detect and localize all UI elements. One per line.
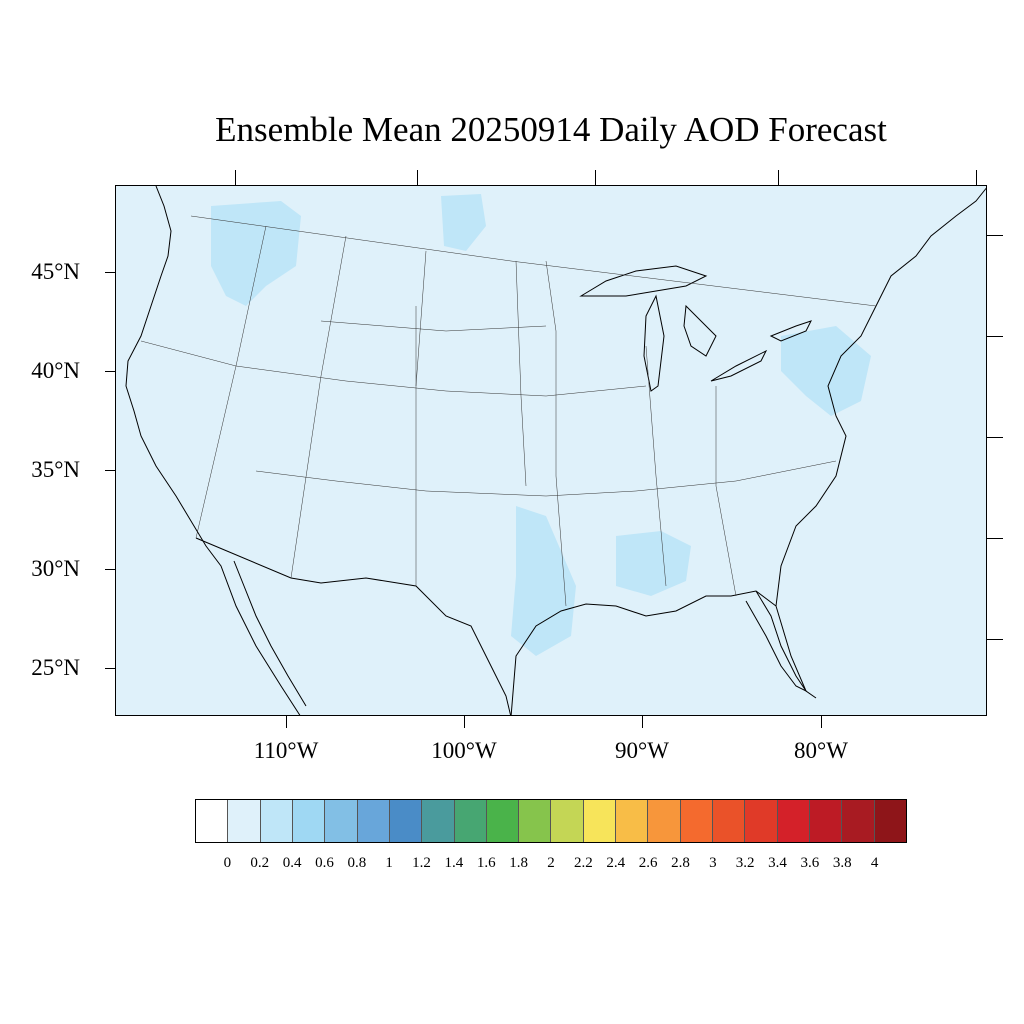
colorbar-label: 0.4	[282, 855, 302, 871]
map-panel	[115, 185, 987, 716]
colorbar-box	[680, 800, 713, 842]
tick-right-5	[987, 639, 1003, 640]
tick-bottom-100w	[464, 716, 465, 728]
tick-bottom-110w	[286, 716, 287, 728]
colorbar-box	[583, 800, 617, 842]
colorbar-label: 1.2	[412, 855, 431, 871]
aod-plumes	[211, 194, 871, 656]
tick-top-4	[778, 170, 779, 185]
colorbar-box	[260, 800, 293, 842]
colorbar-box	[486, 800, 520, 842]
lat-label-25: 25°N	[31, 655, 80, 680]
colorbar-box	[809, 800, 843, 842]
colorbar-label: 3.2	[735, 855, 755, 871]
colorbar-box	[842, 800, 875, 842]
map-title: Ensemble Mean 20250914 Daily AOD Forecas…	[215, 110, 887, 149]
tick-left-35	[105, 470, 115, 471]
colorbar-label: 1.8	[509, 855, 528, 871]
colorbar-box	[228, 800, 261, 842]
tick-right-4	[987, 538, 1003, 539]
aod-plume	[441, 194, 486, 251]
colorbar-label: 3.8	[832, 855, 852, 871]
tick-right-2	[987, 336, 1003, 337]
aod-plume	[511, 506, 576, 656]
colorbar-label: 2.8	[671, 855, 690, 871]
colorbar-box	[519, 800, 552, 842]
tick-top-5	[976, 170, 977, 185]
colorbar-label: 3	[709, 855, 717, 871]
colorbar-box	[648, 800, 681, 842]
colorbar-label: 2.6	[638, 855, 658, 871]
colorbar-label: 0	[223, 855, 232, 871]
colorbar-label: 0.6	[315, 855, 334, 871]
colorbar-box	[325, 800, 358, 842]
coastline	[125, 186, 986, 715]
colorbar-label: 3.6	[800, 855, 820, 871]
aod-plume	[616, 531, 691, 596]
colorbar-box	[389, 800, 423, 842]
tick-top-2	[417, 170, 418, 185]
tick-left-45	[105, 272, 115, 273]
tick-top-1	[235, 170, 236, 185]
lat-label-45: 45°N	[31, 259, 80, 284]
lat-label-30: 30°N	[31, 556, 80, 581]
colorbar-box	[874, 800, 906, 842]
colorbar-box	[551, 800, 584, 842]
lat-label-35: 35°N	[31, 457, 80, 482]
tick-bottom-80w	[821, 716, 822, 728]
colorbar-label: 2	[547, 855, 555, 871]
colorbar-box	[713, 800, 746, 842]
tick-left-40	[105, 371, 115, 372]
aod-plume	[211, 201, 301, 306]
colorbar-box	[422, 800, 455, 842]
colorbar-box	[616, 800, 649, 842]
colorbar-box	[454, 800, 487, 842]
tick-right-3	[987, 437, 1003, 438]
lon-label-100w: 100°W	[431, 738, 497, 763]
us-map	[125, 186, 986, 715]
lon-label-90w: 90°W	[615, 738, 669, 763]
colorbar-box	[292, 800, 326, 842]
aod-colorbar	[195, 799, 907, 843]
colorbar-label: 0.8	[347, 855, 367, 871]
colorbar-box	[777, 800, 810, 842]
lon-label-80w: 80°W	[794, 738, 848, 763]
colorbar-box	[357, 800, 390, 842]
colorbar-label: 1.4	[444, 855, 464, 871]
tick-left-25	[105, 668, 115, 669]
tick-bottom-90w	[642, 716, 643, 728]
tick-top-3	[595, 170, 596, 185]
colorbar-box	[196, 800, 229, 842]
colorbar-box	[745, 800, 778, 842]
state-borders	[140, 215, 877, 607]
lat-label-40: 40°N	[31, 358, 80, 383]
tick-left-30	[105, 569, 115, 570]
colorbar-label: 1	[385, 855, 393, 871]
tick-right-1	[987, 235, 1003, 236]
colorbar-label: 3.4	[768, 855, 787, 871]
lon-label-110w: 110°W	[253, 738, 319, 763]
colorbar-label: 2.4	[606, 855, 626, 871]
colorbar-label: 2.2	[573, 855, 593, 871]
colorbar-label: 4	[870, 855, 879, 871]
colorbar-label: 1.6	[476, 855, 496, 871]
colorbar-label: 0.2	[250, 855, 270, 871]
